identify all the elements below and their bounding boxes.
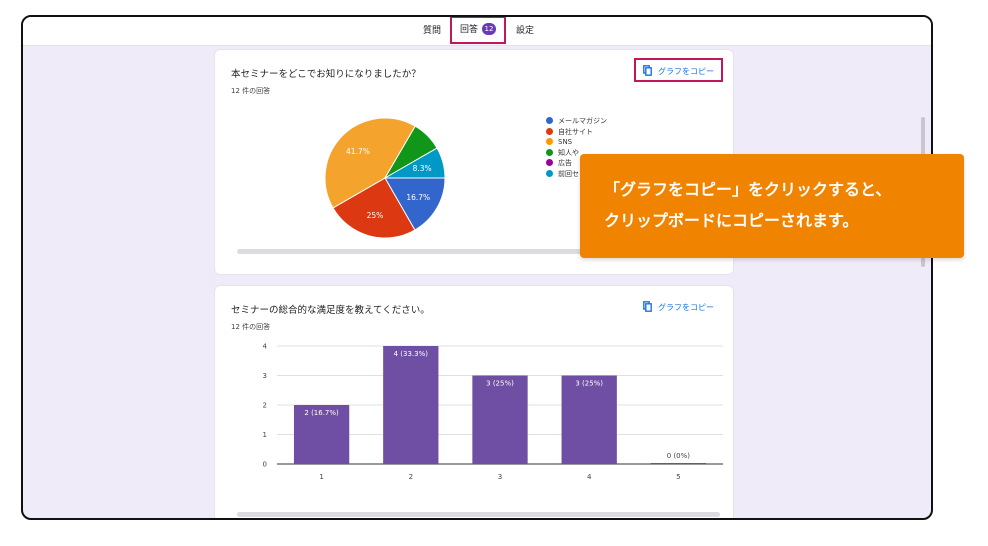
legend-label: 広告 (558, 159, 572, 167)
bar (383, 346, 439, 464)
copy-icon (643, 301, 652, 312)
bar-data-label: 0 (0%) (667, 452, 691, 460)
legend-label: 知人や (558, 148, 579, 157)
copy-chart-label: グラフをコピー (658, 303, 714, 312)
tab-responses-label: 回答 (459, 25, 478, 35)
bar-data-label: 4 (33.3%) (394, 350, 429, 358)
tab-settings[interactable]: 設定 (516, 26, 535, 36)
bar-data-label: 3 (25%) (575, 380, 603, 388)
bar-data-label: 3 (25%) (486, 380, 514, 388)
legend-item: 自社サイト (546, 127, 607, 138)
chart-scrollbar[interactable] (237, 249, 712, 254)
legend-swatch (546, 127, 553, 135)
pie-slice (324, 117, 416, 209)
response-count: 12 件の回答 (231, 87, 271, 95)
pie-data-label: 8.3% (413, 164, 432, 173)
tab-responses[interactable]: 回答 12 (450, 17, 506, 44)
legend-swatch (546, 169, 553, 177)
legend-item: 知人や (546, 148, 607, 159)
legend-item: 前回セ (546, 169, 607, 180)
bar-chart: 0 1 2 3 4 2 (16.7%) 1 4 (33.3%) 2 3 (25%) 3 3 (25%)… (263, 343, 723, 481)
x-tick-label: 5 (676, 473, 680, 481)
bar (650, 463, 707, 464)
pie-chart: 16.7% 25% 41.7% 8.3% (324, 117, 446, 239)
y-tick-label: 0 (263, 461, 267, 469)
x-tick-label: 4 (587, 473, 592, 481)
browser-window: 質問 回答 12 設定 本セミナーをどこでお知りになりましたか？ 12 件の回答 … (21, 15, 933, 520)
y-tick-label: 2 (263, 402, 267, 410)
legend-label: メールマガジン (558, 117, 607, 125)
copy-icon (643, 65, 652, 76)
legend-swatch (546, 148, 553, 156)
legend-item: SNS (546, 137, 607, 148)
chart-scrollbar[interactable] (237, 512, 720, 517)
legend-label: 自社サイト (558, 127, 593, 136)
pie-slice (383, 147, 446, 179)
tab-questions[interactable]: 質問 (423, 26, 442, 36)
callout-line-2: クリップボードにコピーされます。 (604, 211, 859, 230)
copy-chart-button[interactable]: グラフをコピー (634, 58, 723, 82)
copy-chart-label: グラフをコピー (658, 67, 714, 76)
y-tick-label: 3 (263, 372, 267, 380)
bar-data-label: 2 (16.7%) (304, 409, 339, 417)
response-count-badge: 12 (482, 23, 496, 35)
y-tick-label: 4 (263, 343, 268, 351)
pie-data-label: 16.7% (406, 193, 430, 202)
legend-swatch (546, 117, 553, 124)
bar (472, 375, 528, 464)
callout-line-1: 「グラフをコピー」をクリックすると、 (604, 180, 892, 199)
legend-label: SNS (558, 138, 573, 146)
question-title: セミナーの総合的な満足度を教えてください。 (231, 305, 430, 316)
instruction-callout: 「グラフをコピー」をクリックすると、 クリップボードにコピーされます。 (580, 154, 964, 258)
bar (561, 375, 617, 464)
legend-label: 前回セ (558, 169, 579, 178)
legend-item: メールマガジン (546, 116, 607, 127)
y-tick-label: 1 (263, 431, 267, 439)
copy-chart-button[interactable]: グラフをコピー (636, 296, 721, 320)
question-title: 本セミナーをどこでお知りになりましたか？ (231, 69, 421, 80)
pie-slice (384, 177, 446, 231)
pie-legend: メールマガジン 自社サイト SNS 知人や広告前回セ (546, 116, 607, 179)
legend-swatch (546, 159, 553, 166)
pie-data-label: 41.7% (346, 147, 370, 156)
legend-item: 広告 (546, 158, 607, 169)
x-tick-label: 1 (319, 473, 323, 481)
question-summary-card-satisfaction: セミナーの総合的な満足度を教えてください。 12 件の回答 グラフをコピー 0 1… (214, 285, 734, 518)
x-tick-label: 2 (409, 473, 413, 481)
bar (293, 405, 350, 464)
form-tab-bar: 質問 回答 12 設定 (23, 17, 931, 46)
response-count: 12 件の回答 (231, 323, 271, 331)
legend-swatch (546, 138, 553, 145)
pie-slice (332, 177, 416, 239)
x-tick-label: 3 (498, 473, 502, 481)
pie-data-label: 25% (367, 211, 384, 220)
